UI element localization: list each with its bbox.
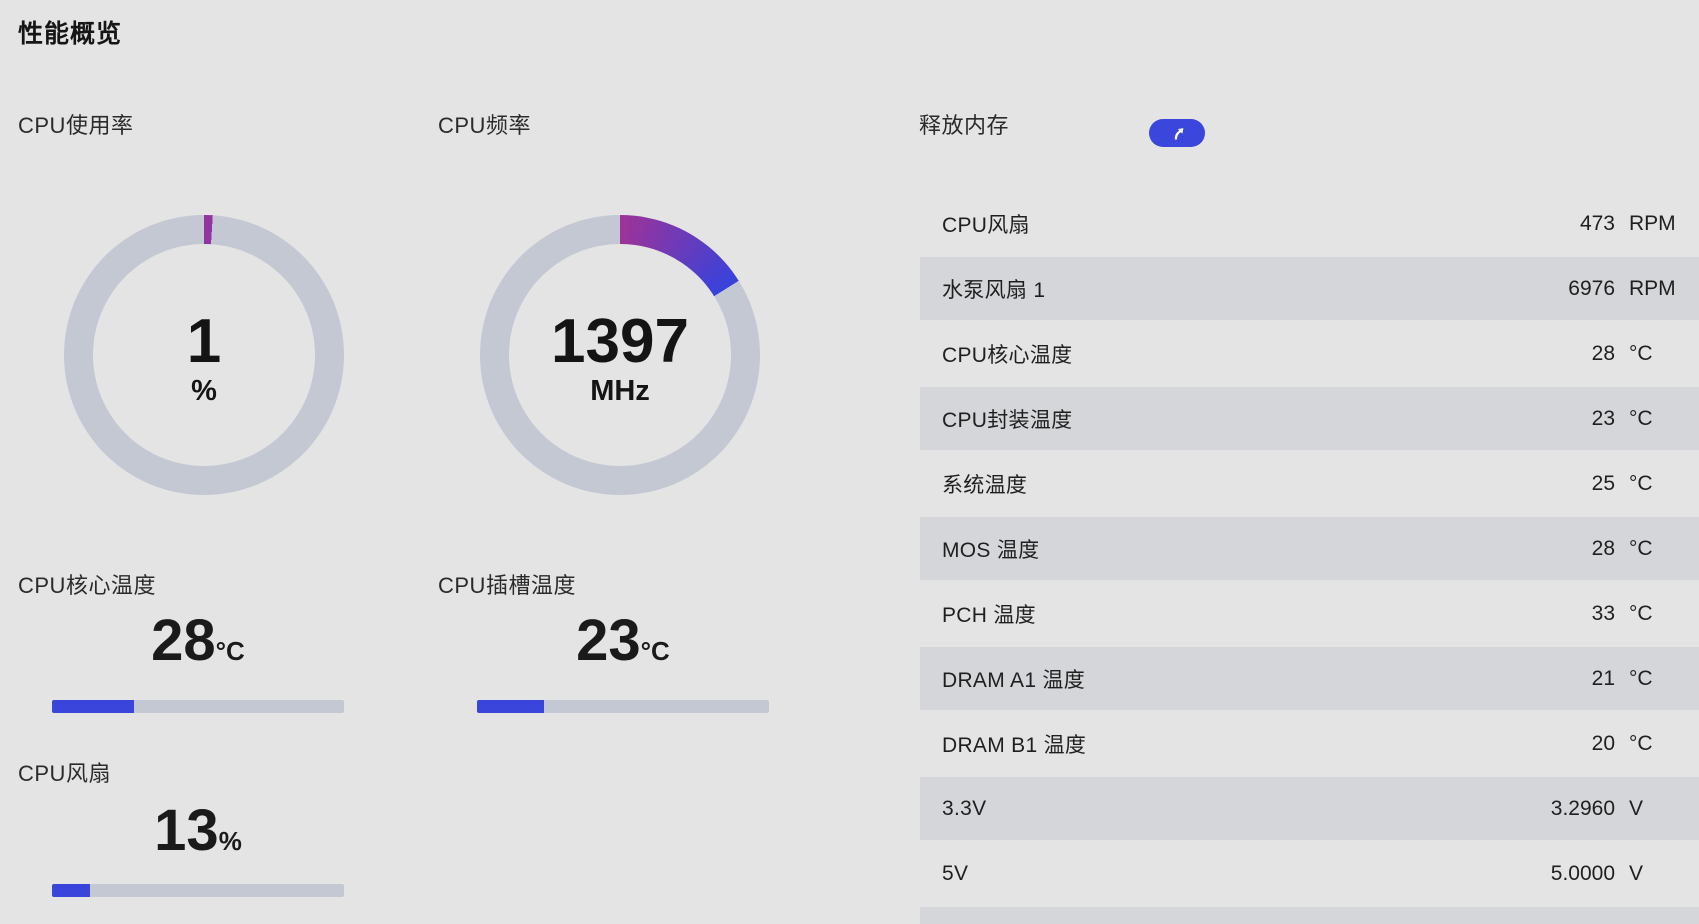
sensor-unit: °C [1629, 471, 1653, 495]
table-row: 水泵风扇 1 6976 RPM [920, 257, 1699, 320]
sensor-label: 系统温度 [942, 473, 1028, 497]
cpu-fan-value: 13 [154, 798, 219, 863]
sensor-unit: RPM [1629, 211, 1676, 235]
sensor-unit: °C [1629, 406, 1653, 430]
sensor-value: 21 [1591, 666, 1615, 690]
sensor-label: 3.3V [942, 796, 987, 820]
sensor-value: 28 [1591, 536, 1615, 560]
sensor-unit: °C [1629, 536, 1653, 560]
cpu-usage-value: 1 [186, 306, 222, 376]
table-row: 3.3V 3.2960 V [920, 777, 1699, 840]
table-row-partial [920, 907, 1699, 924]
cpu-fan-unit: % [218, 826, 242, 856]
sensor-unit: V [1629, 861, 1644, 885]
cpu-fan-label: CPU风扇 [18, 761, 111, 786]
sensor-label: CPU封装温度 [942, 408, 1073, 432]
sensor-value: 33 [1591, 601, 1615, 625]
sensor-value: 25 [1591, 471, 1615, 495]
sensor-label: CPU风扇 [942, 213, 1030, 237]
sensor-value: 3.2960 [1550, 796, 1615, 820]
cpu-core-temp-bar-fill [52, 700, 134, 713]
sensor-unit: °C [1629, 341, 1653, 365]
cpu-core-temp-value: 28 [151, 608, 216, 673]
sensor-table[interactable]: CPU风扇 473 RPM 水泵风扇 1 6976 RPM CPU核心温度 28… [920, 192, 1699, 924]
cpu-socket-temp-unit: °C [640, 636, 670, 666]
cpu-core-temp-unit: °C [215, 636, 245, 666]
cpu-socket-temp-label: CPU插槽温度 [438, 573, 576, 598]
sensor-value: 6976 [1568, 276, 1615, 300]
sensor-value: 473 [1579, 211, 1615, 235]
page-title: 性能概览 [18, 20, 123, 48]
sensor-unit: °C [1629, 731, 1653, 755]
cpu-fan-bar-fill [52, 884, 90, 897]
cpu-socket-temp-bar-fill [477, 700, 545, 713]
table-row: CPU风扇 473 RPM [920, 192, 1699, 255]
table-row: PCH 温度 33 °C [920, 582, 1699, 645]
cpu-frequency-gauge: 1397 MHz [480, 215, 760, 495]
cpu-usage-unit: % [191, 374, 217, 407]
cpu-usage-gauge-center: 1 % [64, 215, 344, 495]
sensor-label: PCH 温度 [942, 603, 1036, 627]
release-memory-label: 释放内存 [919, 113, 1010, 138]
cpu-socket-temp-bar [477, 700, 769, 713]
cpu-core-temp-bar [52, 700, 344, 713]
table-row: CPU封装温度 23 °C [920, 387, 1699, 450]
cpu-usage-gauge: 1 % [64, 215, 344, 495]
cpu-fan-bar [52, 884, 344, 897]
table-row: CPU核心温度 28 °C [920, 322, 1699, 385]
sensor-unit: °C [1629, 601, 1653, 625]
release-memory-button[interactable] [1149, 119, 1205, 147]
cpu-socket-temp-value: 23 [576, 608, 641, 673]
cpu-usage-label: CPU使用率 [18, 113, 134, 138]
table-row: 系统温度 25 °C [920, 452, 1699, 515]
cpu-frequency-value: 1397 [551, 306, 689, 376]
sensor-label: 5V [942, 861, 969, 885]
sensor-label: CPU核心温度 [942, 343, 1073, 367]
sensor-value: 20 [1591, 731, 1615, 755]
cpu-core-temp-value-row: 28°C [52, 612, 344, 670]
cpu-socket-temp-value-row: 23°C [477, 612, 769, 670]
table-row: 5V 5.0000 V [920, 842, 1699, 905]
cpu-frequency-gauge-center: 1397 MHz [480, 215, 760, 495]
cpu-frequency-unit: MHz [590, 374, 650, 407]
sensor-value: 5.0000 [1550, 861, 1615, 885]
sensor-label: DRAM B1 温度 [942, 733, 1087, 757]
cpu-core-temp-label: CPU核心温度 [18, 573, 156, 598]
table-row: DRAM B1 温度 20 °C [920, 712, 1699, 775]
sensor-label: 水泵风扇 1 [942, 278, 1046, 302]
cpu-frequency-label: CPU频率 [438, 113, 531, 138]
sensor-value: 28 [1591, 341, 1615, 365]
table-row: DRAM A1 温度 21 °C [920, 647, 1699, 710]
boost-arrow-icon [1169, 125, 1186, 142]
sensor-unit: RPM [1629, 276, 1676, 300]
sensor-value: 23 [1591, 406, 1615, 430]
sensor-label: DRAM A1 温度 [942, 668, 1086, 692]
sensor-unit: V [1629, 796, 1644, 820]
sensor-unit: °C [1629, 666, 1653, 690]
cpu-fan-value-row: 13% [52, 802, 344, 860]
table-row: MOS 温度 28 °C [920, 517, 1699, 580]
sensor-label: MOS 温度 [942, 538, 1040, 562]
